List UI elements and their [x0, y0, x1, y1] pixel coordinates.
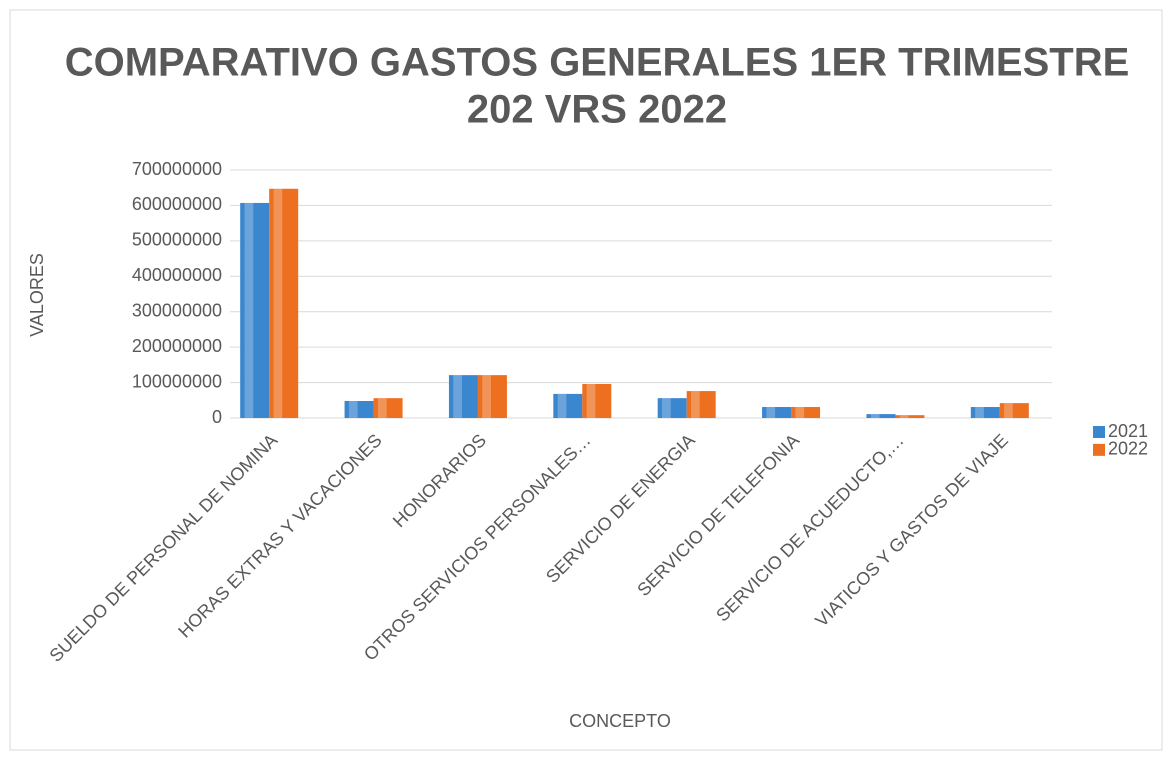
chart-title: 202 VRS 2022 — [467, 88, 727, 132]
legend-swatch — [1093, 443, 1105, 456]
chart-title: COMPARATIVO GASTOS GENERALES 1ER TRIMEST… — [65, 41, 1130, 85]
bar — [373, 398, 403, 418]
bar — [686, 391, 716, 418]
bar-highlight — [899, 415, 909, 418]
bar-highlight — [691, 391, 700, 418]
bar — [448, 375, 478, 418]
bar-highlight — [482, 375, 491, 418]
bar — [240, 202, 270, 418]
bar-highlight — [795, 407, 805, 418]
y-tick-label: 100000000 — [132, 371, 222, 391]
bar — [269, 188, 299, 418]
bar — [791, 407, 821, 418]
y-tick-label: 200000000 — [132, 336, 222, 356]
bar-highlight — [377, 398, 387, 418]
bar-highlight — [586, 383, 596, 418]
y-tick-label: 300000000 — [132, 300, 222, 320]
bar — [999, 403, 1029, 418]
y-tick-label: 600000000 — [132, 194, 222, 214]
bar-highlight — [273, 188, 283, 418]
bar — [477, 375, 507, 418]
y-tick-label: 700000000 — [132, 159, 222, 179]
bar — [895, 415, 925, 418]
bar — [553, 393, 583, 418]
bar-highlight — [557, 393, 567, 418]
legend-swatch — [1093, 426, 1105, 438]
bar — [970, 407, 1000, 418]
x-axis-label: CONCEPTO — [569, 711, 671, 731]
legend-label: 2022 — [1108, 439, 1148, 459]
y-axis-label: VALORES — [27, 253, 47, 337]
chart-border — [9, 9, 1163, 751]
bar — [582, 383, 612, 418]
bar-highlight — [348, 400, 358, 418]
bar-highlight — [975, 407, 984, 418]
bar-highlight — [766, 407, 776, 418]
bar-highlight — [1004, 403, 1013, 418]
bar-highlight — [453, 375, 462, 418]
bar — [866, 414, 896, 418]
y-tick-label: 400000000 — [132, 265, 222, 285]
legend-label: 2021 — [1108, 421, 1148, 441]
bar — [344, 400, 374, 418]
bar-highlight — [244, 202, 254, 418]
bar — [657, 398, 687, 418]
bar — [762, 407, 792, 418]
y-tick-label: 0 — [212, 407, 222, 427]
bar-highlight — [662, 398, 671, 418]
bar-highlight — [870, 414, 880, 418]
y-tick-label: 500000000 — [132, 230, 222, 250]
